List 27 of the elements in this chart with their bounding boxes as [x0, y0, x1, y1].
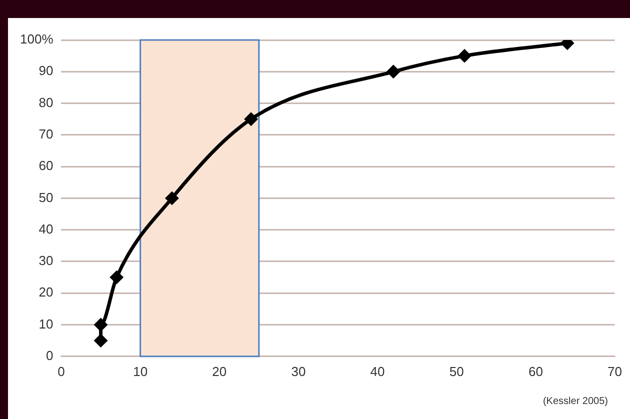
y-tick-label: 50: [38, 190, 54, 205]
text: (Kessler 2005): [542, 396, 608, 407]
x-tick-label: 60: [528, 364, 543, 379]
y-tick-label: 30: [38, 253, 54, 268]
y-tick-label: 60: [38, 158, 54, 174]
y-tick-label: 20: [38, 284, 54, 300]
x-tick-label: 10: [133, 364, 148, 379]
point: [94, 334, 108, 347]
x-tick-label: 70: [608, 364, 622, 379]
x-tick-label: 20: [212, 364, 227, 379]
point: [387, 65, 400, 78]
point: [94, 318, 108, 332]
y-tick-label: 40: [38, 221, 54, 236]
point: [458, 50, 471, 62]
point: [110, 271, 123, 284]
x-tick-label: 50: [449, 364, 464, 379]
x-tick-label: 0: [58, 364, 65, 379]
y-tick-label: 0: [46, 348, 54, 363]
x-tick-label: 30: [291, 364, 306, 379]
y-tick-label: 100%: [20, 32, 54, 47]
y-tick-label: 10: [38, 316, 54, 332]
point: [244, 112, 258, 126]
y-tick-label: 80: [38, 94, 54, 110]
x-tick-label: 40: [370, 364, 385, 379]
y-tick-label: 90: [38, 63, 54, 78]
y-tick-label: 70: [38, 126, 54, 142]
point: [166, 192, 178, 204]
